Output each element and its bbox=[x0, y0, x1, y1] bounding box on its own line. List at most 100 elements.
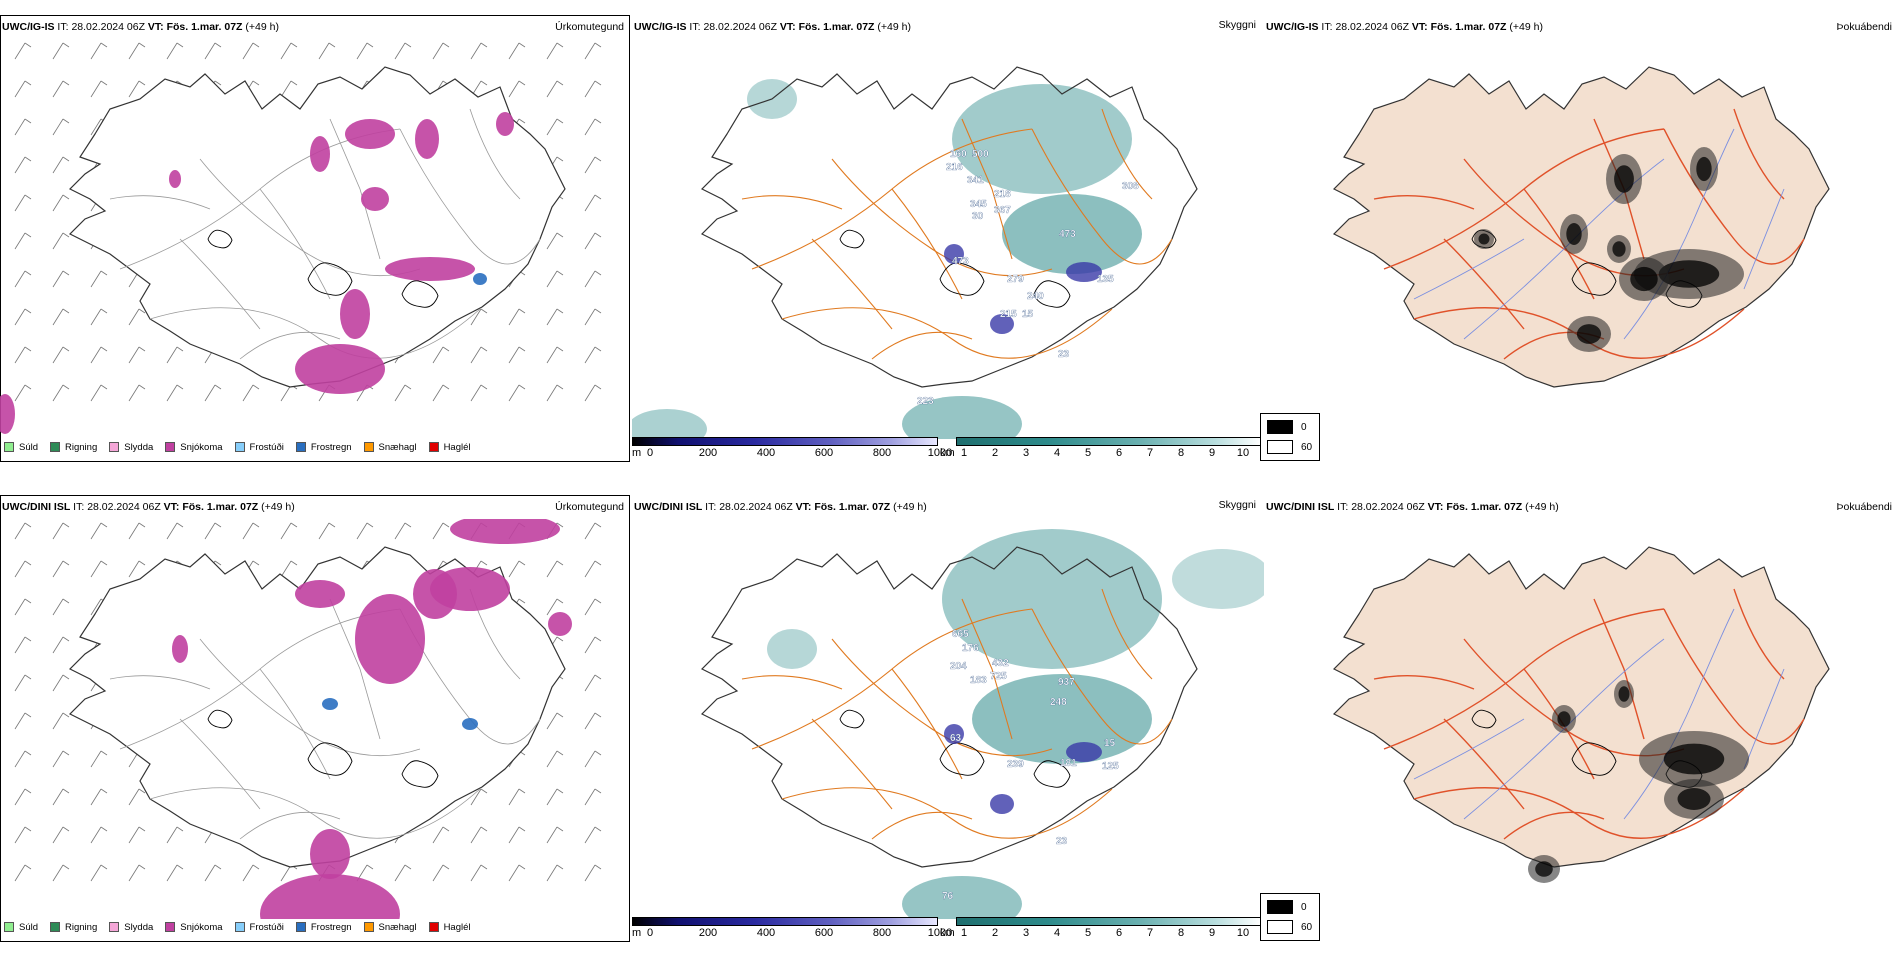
km-tick-label: 7 bbox=[1146, 927, 1154, 939]
height-tick-label: 400 bbox=[756, 447, 776, 459]
panel-header: UWC/IG-IS IT: 28.02.2024 06Z VT: Fös. 1.… bbox=[1266, 21, 1543, 33]
cloud-base-label: 160 bbox=[950, 149, 967, 160]
iceland-coastline bbox=[700, 546, 1198, 868]
glacier-outline bbox=[839, 229, 865, 249]
glacier-outline bbox=[839, 709, 865, 729]
freezing-rain-area bbox=[322, 698, 338, 710]
precip-legend: Súld Rigning Slydda Snjókoma Frostúði Frostre… bbox=[4, 435, 483, 459]
panel-header: UWC/IG-IS IT: 28.02.2024 06Z VT: Fös. 1.… bbox=[2, 21, 279, 33]
panel-title: Úrkomutegund bbox=[555, 21, 624, 33]
height-tick-label: 200 bbox=[698, 927, 718, 939]
snow-area bbox=[413, 569, 457, 619]
cloud-base-label: 176 bbox=[962, 643, 979, 654]
height-tick-label: 0 bbox=[646, 447, 654, 459]
precip-legend-swatch bbox=[363, 922, 374, 932]
road-network bbox=[741, 588, 1173, 840]
fog-indicator-core bbox=[1696, 156, 1712, 182]
precip-legend-item: Snjókoma bbox=[165, 922, 223, 933]
precip-legend-swatch bbox=[295, 442, 306, 452]
cloud-base-label: 345 bbox=[970, 199, 987, 210]
precip-legend-label: Súld bbox=[19, 921, 39, 933]
precip-legend-label: Haglél bbox=[443, 441, 471, 453]
glacier-outline bbox=[1571, 262, 1617, 296]
fog-legend: 0 60 bbox=[1260, 413, 1320, 461]
visibility-panel: UWC/DINI ISL IT: 28.02.2024 06Z VT: Fös.… bbox=[632, 495, 1264, 950]
snow-area bbox=[496, 112, 514, 136]
iceland-coastline bbox=[700, 66, 1198, 388]
glacier-outline bbox=[307, 262, 353, 296]
snow-area bbox=[310, 136, 330, 172]
precip-legend-label: Frostúði bbox=[249, 921, 284, 933]
low-visibility-area bbox=[952, 84, 1132, 194]
glacier-outline bbox=[939, 742, 985, 776]
cloud-base-label: 15 bbox=[1022, 309, 1034, 320]
low-visibility-area bbox=[632, 409, 707, 439]
fog-map bbox=[1332, 66, 1830, 388]
low-cloud-area bbox=[944, 244, 964, 264]
snow-area bbox=[361, 187, 389, 211]
fog-indicator-core bbox=[1614, 165, 1634, 193]
precip-legend-item: Snjókoma bbox=[165, 442, 223, 453]
panel-title: Þokuábendi bbox=[1836, 21, 1892, 33]
cloud-base-label: 181 bbox=[1060, 758, 1077, 769]
fog-legend-low: 0 bbox=[1301, 421, 1307, 433]
precip-legend-swatch bbox=[109, 442, 120, 452]
glacier-outline bbox=[401, 280, 439, 308]
cloud-base-label: 240 bbox=[1027, 291, 1044, 302]
height-tick-label: 1000 bbox=[927, 447, 953, 459]
height-unit-label: m bbox=[632, 927, 642, 939]
cloud-base-label: 937 bbox=[1058, 677, 1075, 688]
snow-area bbox=[169, 170, 181, 188]
precip-legend: Súld Rigning Slydda Snjókoma Frostúði Frostre… bbox=[4, 915, 483, 939]
cloud-base-label: 341 bbox=[967, 175, 984, 186]
freezing-rain-area bbox=[473, 273, 487, 285]
fog-legend: 0 60 bbox=[1260, 893, 1320, 941]
fog-indicator-panel: UWC/DINI ISL IT: 28.02.2024 06Z VT: Fös.… bbox=[1260, 495, 1900, 950]
km-tick-label: 2 bbox=[991, 927, 999, 939]
cloud-base-label: 725 bbox=[990, 671, 1007, 682]
panel-title: Þokuábendi bbox=[1836, 501, 1892, 513]
km-tick-label: 6 bbox=[1115, 447, 1123, 459]
precip-legend-swatch bbox=[295, 922, 306, 932]
km-tick-label: 10 bbox=[1236, 447, 1250, 459]
precip-legend-label: Slydda bbox=[124, 441, 154, 453]
fog-legend-high: 60 bbox=[1301, 441, 1313, 453]
precip-legend-swatch bbox=[363, 442, 374, 452]
precip-legend-label: Haglél bbox=[443, 921, 471, 933]
cloud-base-label: 23 bbox=[1058, 349, 1070, 360]
cloud-base-label: 63 bbox=[950, 733, 962, 744]
cloud-base-label: 432 bbox=[992, 658, 1009, 669]
low-visibility-area bbox=[767, 629, 817, 669]
km-tick-label: 10 bbox=[1236, 927, 1250, 939]
fog-legend-high: 60 bbox=[1301, 921, 1313, 933]
fog-indicator-core bbox=[1566, 223, 1582, 245]
precip-legend-swatch bbox=[234, 922, 245, 932]
snow-area bbox=[260, 874, 400, 919]
snow-area bbox=[172, 635, 188, 663]
snow-area bbox=[355, 594, 425, 684]
fog-indicator-core bbox=[1630, 266, 1658, 292]
fog-legend-low: 0 bbox=[1301, 901, 1307, 913]
precip-legend-swatch bbox=[50, 442, 61, 452]
snow-area bbox=[310, 829, 350, 879]
km-tick-label: 1 bbox=[960, 927, 968, 939]
low-cloud-area bbox=[990, 794, 1014, 814]
panel-title: Skyggni bbox=[1218, 499, 1256, 511]
iceland-coastline bbox=[1332, 546, 1830, 868]
panel-header: UWC/DINI ISL IT: 28.02.2024 06Z VT: Fös.… bbox=[2, 501, 295, 513]
glacier-outline bbox=[207, 709, 233, 729]
km-tick-label: 1 bbox=[960, 447, 968, 459]
precip-legend-item: Rigning bbox=[50, 922, 97, 933]
cloud-base-label: 665 bbox=[952, 629, 969, 640]
snow-area bbox=[0, 394, 15, 434]
precip-legend-label: Snæhagl bbox=[378, 921, 417, 933]
precip-legend-label: Frostregn bbox=[310, 921, 352, 933]
precip-legend-swatch bbox=[4, 442, 14, 452]
height-tick-label: 0 bbox=[646, 927, 654, 939]
panel-title: Úrkomutegund bbox=[555, 501, 624, 513]
cloud-base-label: 500 bbox=[972, 149, 989, 160]
panel-title: Skyggni bbox=[1218, 19, 1256, 31]
panel-header: UWC/DINI ISL IT: 28.02.2024 06Z VT: Fös.… bbox=[1266, 501, 1559, 513]
km-tick-label: 9 bbox=[1208, 927, 1216, 939]
